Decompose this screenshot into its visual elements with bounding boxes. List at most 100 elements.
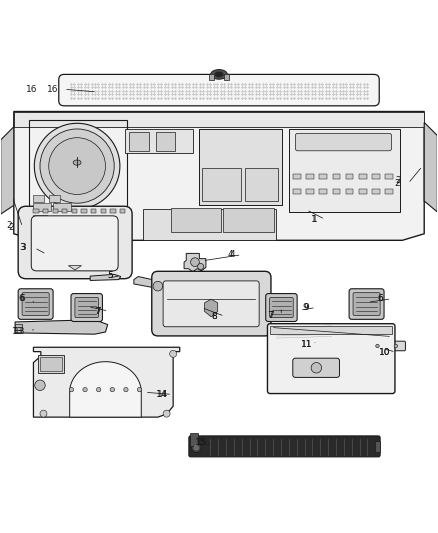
Bar (190, 433, 198, 446)
Text: 6: 6 (20, 294, 25, 303)
Polygon shape (15, 320, 108, 334)
Text: 13: 13 (14, 327, 25, 336)
Text: 16: 16 (47, 85, 59, 94)
Text: 14: 14 (155, 390, 167, 399)
Bar (40, 357, 62, 372)
Text: 2: 2 (7, 221, 12, 230)
Bar (289, 129, 400, 212)
Text: 10: 10 (379, 348, 391, 357)
Bar (306, 189, 314, 195)
Ellipse shape (73, 160, 81, 165)
Bar (29, 120, 127, 214)
Text: 4: 4 (228, 250, 233, 259)
Text: 9: 9 (304, 303, 309, 312)
Bar (199, 129, 283, 205)
Bar (245, 168, 278, 201)
Bar (33, 215, 46, 220)
Text: 2: 2 (394, 179, 400, 188)
FancyBboxPatch shape (152, 271, 271, 336)
Bar (359, 174, 367, 179)
FancyBboxPatch shape (59, 75, 379, 106)
Bar (120, 209, 125, 213)
Text: 2: 2 (9, 223, 14, 232)
Circle shape (34, 123, 120, 209)
Text: 13: 13 (12, 327, 24, 336)
Bar (208, 75, 214, 79)
Bar (270, 326, 392, 334)
Polygon shape (205, 299, 218, 317)
Text: 10: 10 (379, 348, 391, 357)
Circle shape (124, 387, 128, 392)
Text: 3: 3 (20, 243, 25, 252)
Polygon shape (184, 253, 206, 272)
Polygon shape (14, 111, 424, 240)
Circle shape (138, 387, 142, 392)
FancyBboxPatch shape (18, 289, 53, 319)
Text: 7: 7 (95, 306, 100, 316)
Bar (72, 209, 77, 213)
Ellipse shape (194, 446, 198, 450)
FancyBboxPatch shape (293, 358, 339, 377)
Bar (91, 209, 96, 213)
Text: 6: 6 (378, 294, 383, 303)
Bar (125, 129, 193, 153)
Polygon shape (90, 274, 121, 280)
Ellipse shape (211, 70, 227, 79)
Circle shape (153, 281, 162, 291)
Circle shape (83, 387, 87, 392)
Text: 7: 7 (268, 311, 273, 320)
Text: 3: 3 (21, 243, 26, 252)
FancyBboxPatch shape (268, 324, 395, 393)
Bar (38, 354, 64, 373)
Bar (385, 189, 393, 195)
Circle shape (49, 138, 106, 195)
Bar (293, 174, 301, 179)
Polygon shape (134, 277, 169, 289)
Bar (53, 209, 58, 213)
Bar (15, 324, 21, 330)
Text: 11: 11 (300, 340, 312, 349)
Text: 7: 7 (94, 306, 99, 316)
Bar (306, 174, 314, 179)
Text: 2: 2 (395, 176, 401, 185)
Bar (33, 203, 51, 211)
FancyBboxPatch shape (266, 294, 297, 321)
Circle shape (376, 344, 379, 348)
Bar (130, 133, 149, 151)
Bar (372, 174, 380, 179)
Bar (53, 203, 71, 211)
FancyBboxPatch shape (371, 341, 406, 351)
FancyBboxPatch shape (163, 281, 259, 327)
Bar (293, 189, 301, 195)
Text: 11: 11 (300, 340, 312, 349)
Ellipse shape (191, 443, 201, 453)
Polygon shape (1, 127, 14, 214)
Polygon shape (33, 348, 180, 417)
Bar (372, 189, 380, 195)
FancyBboxPatch shape (22, 293, 49, 316)
Text: 7: 7 (268, 311, 274, 320)
Bar (43, 209, 48, 213)
FancyBboxPatch shape (18, 206, 132, 279)
Text: 1: 1 (312, 215, 318, 224)
Bar (375, 441, 380, 453)
Text: 14: 14 (156, 390, 168, 399)
FancyBboxPatch shape (270, 297, 293, 318)
Bar (81, 209, 87, 213)
Bar (171, 207, 221, 231)
Bar (224, 75, 230, 79)
Bar (223, 207, 274, 231)
FancyBboxPatch shape (349, 289, 384, 319)
Circle shape (69, 387, 74, 392)
FancyBboxPatch shape (353, 293, 380, 316)
Circle shape (35, 380, 45, 391)
FancyBboxPatch shape (71, 294, 102, 321)
Bar (385, 174, 393, 179)
Circle shape (170, 350, 177, 357)
Bar (155, 133, 175, 151)
Bar (33, 195, 44, 202)
Bar (332, 174, 340, 179)
Bar (33, 209, 39, 213)
Bar (110, 209, 116, 213)
Circle shape (40, 410, 47, 417)
